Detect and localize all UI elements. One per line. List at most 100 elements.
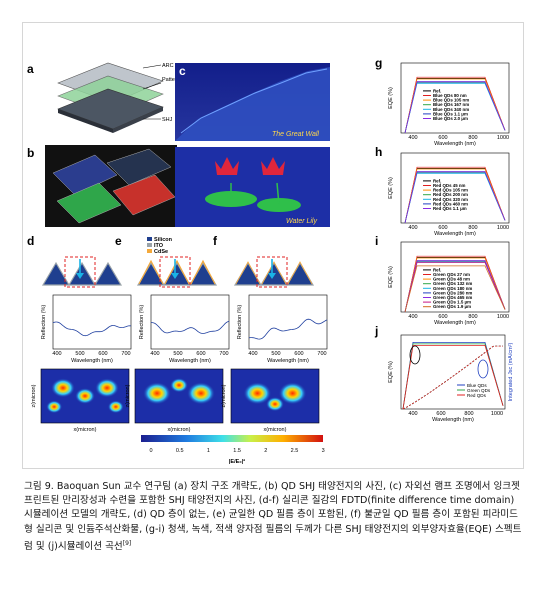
refl-ylabel: Reflection (%): [41, 305, 47, 340]
colorbar-tick: 0.5: [176, 448, 184, 454]
refl-xtick: 400: [150, 351, 159, 357]
legend-ito: ITO: [154, 243, 164, 249]
refl-xlabel: Wavelength (nm): [267, 358, 309, 364]
eqe-xtick: 600: [438, 135, 447, 141]
refl-xlabel: Wavelength (nm): [169, 358, 211, 364]
refl-xtick: 600: [294, 351, 303, 357]
eqe-legend-item: Blue QDs 167 nm: [433, 102, 469, 107]
lily-caption: Water Lily: [286, 218, 317, 225]
refl-xtick: 400: [52, 351, 61, 357]
eqe-xlabel: Wavelength (nm): [434, 141, 476, 147]
eqe-legend-item: Red QDs 320 nm: [433, 197, 468, 202]
colorbar-tick: 2: [264, 448, 267, 454]
legend-cdse: CdSe: [154, 249, 168, 255]
field-map-d: x(micron) z(micron): [31, 368, 130, 433]
field-ylabel: z(micron): [125, 384, 131, 407]
colorbar-tick: 1.5: [233, 448, 241, 454]
refl-xtick: 600: [196, 351, 205, 357]
label-a: a: [27, 62, 34, 76]
panel-water-lily: [175, 147, 330, 227]
schematic-d: [41, 256, 123, 288]
c-caption: The Great Wall: [272, 131, 319, 138]
figure-panel: a ARC Patterned QDs film SHJ b c The Gre…: [22, 22, 524, 469]
field-xlabel: x(micron): [264, 427, 287, 433]
field-xlabel: x(micron): [74, 427, 97, 433]
colorbar-tick: 0: [149, 448, 152, 454]
eqe-legend-item: Green QDs 27 nm: [433, 272, 470, 277]
eqe-xlabel: Wavelength (nm): [434, 320, 476, 326]
reflection-plots: 400 500 600 700 Wavelength (nm) Reflection (%…: [41, 294, 328, 364]
eqe-legend-item: Blue QDs 1.1 μm: [433, 111, 468, 116]
label-f: f: [213, 234, 218, 248]
eqe-xtick: 1000: [497, 314, 509, 320]
colorbar-tick: 2.5: [291, 448, 299, 454]
eqe-legend-item: Blue QDs 2.0 μm: [433, 116, 468, 121]
eqe-xtick: 600: [438, 225, 447, 231]
label-e: e: [115, 234, 122, 248]
eqe-xtick: 400: [408, 225, 417, 231]
j-legend-item: Blue QDs: [467, 383, 487, 388]
panel-a-device: [57, 62, 164, 133]
refl-xtick: 500: [173, 351, 182, 357]
label-h: h: [375, 145, 382, 159]
field-map-e: x(micron) z(micron): [125, 368, 224, 433]
refl-xlabel: Wavelength (nm): [71, 358, 113, 364]
eqe-xtick: 800: [468, 225, 477, 231]
eqe-ylabel: EQE (%): [388, 266, 394, 288]
label-c: c: [179, 64, 186, 78]
eqe-legend-item: Ref.: [433, 178, 441, 183]
eqe-xtick: 400: [408, 135, 417, 141]
refl-ylabel: Reflection (%): [139, 305, 145, 340]
eqe-legend-item: Red QDs 1.1 μm: [433, 206, 467, 211]
eqe-legend-item: Blue QDs 80 nm: [433, 93, 467, 98]
j-xtick: 800: [464, 411, 473, 417]
field-ylabel: z(micron): [31, 384, 37, 407]
caption-ref: [9]: [122, 539, 132, 547]
j-legend-item: Red QDs: [467, 393, 487, 398]
eqe-legend-item: Blue QDs 105 nm: [433, 98, 469, 103]
structure-legend: Silicon ITO CdSe: [147, 237, 173, 255]
field-map-f: x(micron) z(micron): [221, 368, 320, 433]
colorbar-tick: 3: [322, 448, 325, 454]
eqe-legend-item: Ref.: [433, 88, 441, 93]
eqe-legend-item: Blue QDs 340 nm: [433, 107, 469, 112]
a-label-shj: SHJ: [162, 117, 173, 123]
field-ylabel: z(micron): [221, 384, 227, 407]
eqe-legend-item: Red QDs 460 nm: [433, 201, 468, 206]
figure-svg: a ARC Patterned QDs film SHJ b c The Gre…: [27, 56, 514, 465]
eqe-ylabel: EQE (%): [388, 177, 394, 199]
eqe-legend-item: Green QDs 280 nm: [433, 290, 472, 295]
caption-text: 그림 9. Baoquan Sun 교수 연구팀 (a) 장치 구조 개략도, …: [24, 481, 522, 552]
colorbar-tick: 1: [207, 448, 210, 454]
eqe-legend-item: Green QDs 1.5 μm: [433, 300, 471, 305]
j-ylabel: EQE (%): [388, 361, 394, 383]
j-legend-item: Green QDs: [467, 388, 491, 393]
colorbar: 0 0.5 1 1.5 2 2.5 3 |E/E₀|²: [141, 435, 325, 465]
j-xtick: 1000: [491, 411, 503, 417]
eqe-legend-item: Green QDs 1.9 μm: [433, 304, 471, 309]
j-right-ylabel: Integrated Jsc (mA/cm²): [508, 342, 514, 401]
label-j: j: [374, 324, 378, 338]
eqe-legend-item: Green QDs 132 nm: [433, 281, 472, 286]
legend-silicon: Silicon: [154, 237, 173, 243]
eqe-xtick: 400: [408, 314, 417, 320]
refl-xtick: 700: [121, 351, 130, 357]
colorbar-label: |E/E₀|²: [229, 458, 245, 465]
refl-xtick: 500: [75, 351, 84, 357]
a-label-arc: ARC: [162, 63, 174, 69]
j-xtick: 600: [436, 411, 445, 417]
label-d: d: [27, 234, 34, 248]
refl-xtick: 700: [219, 351, 228, 357]
label-b: b: [27, 146, 34, 160]
panel-b-photo: [45, 145, 177, 227]
eqe-xtick: 600: [438, 314, 447, 320]
eqe-ylabel: EQE (%): [388, 87, 394, 109]
eqe-xtick: 800: [468, 135, 477, 141]
reflection-plot-e: 400 500 600 700 Wavelength (nm) Reflection (%…: [139, 294, 230, 364]
refl-xtick: 400: [248, 351, 257, 357]
